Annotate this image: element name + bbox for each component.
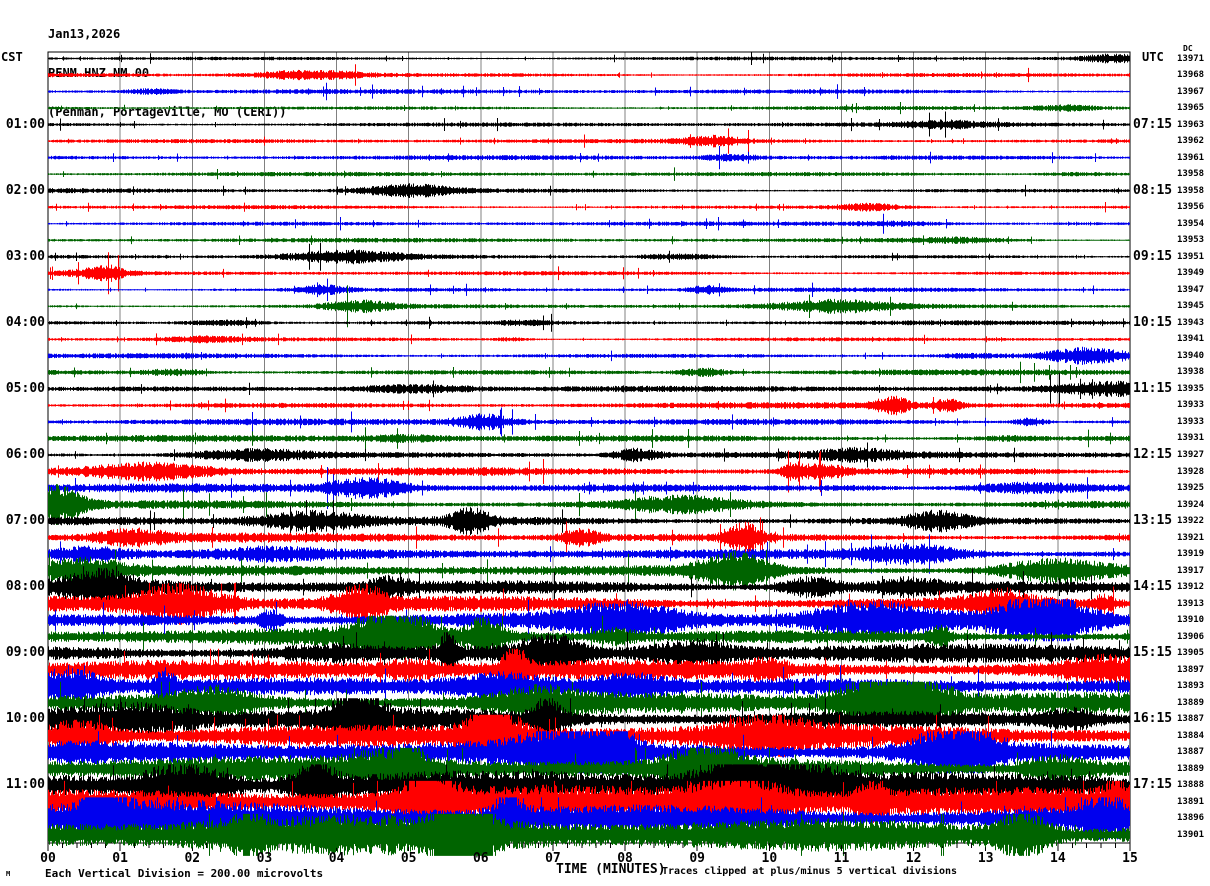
dc-value: 13905 bbox=[1177, 648, 1205, 659]
dc-value: 13949 bbox=[1177, 268, 1205, 279]
dc-value: 13884 bbox=[1177, 730, 1205, 741]
right-hour-label: 10:15 bbox=[1133, 314, 1173, 330]
dc-value: 13922 bbox=[1177, 516, 1205, 527]
right-hour-label: 07:15 bbox=[1133, 116, 1173, 132]
dc-column-label: DC bbox=[1183, 44, 1193, 53]
left-hour-label: 06:00 bbox=[5, 446, 45, 462]
dc-value: 13947 bbox=[1177, 284, 1205, 295]
left-hour-label: 08:00 bbox=[5, 579, 45, 595]
title-date: Jan13,2026 bbox=[48, 27, 121, 41]
x-tick-label: 10 bbox=[761, 851, 778, 866]
dc-value: 13958 bbox=[1177, 169, 1205, 180]
dc-value: 13941 bbox=[1177, 334, 1205, 345]
x-tick-label: 03 bbox=[256, 851, 273, 866]
dc-value: 13962 bbox=[1177, 136, 1205, 147]
right-hour-label: 14:15 bbox=[1133, 579, 1173, 595]
x-tick-label: 15 bbox=[1122, 851, 1138, 866]
x-tick-label: 09 bbox=[689, 851, 706, 866]
dc-value: 13901 bbox=[1177, 829, 1205, 840]
dc-value: 13925 bbox=[1177, 483, 1205, 494]
x-tick-label: 05 bbox=[400, 851, 417, 866]
dc-value: 13951 bbox=[1177, 251, 1205, 262]
dc-value: 13965 bbox=[1177, 103, 1205, 114]
dc-value: 13921 bbox=[1177, 532, 1205, 543]
left-hour-label: 04:00 bbox=[5, 314, 45, 330]
dc-value: 13971 bbox=[1177, 53, 1205, 64]
dc-value: 13933 bbox=[1177, 400, 1205, 411]
dc-value: 13958 bbox=[1177, 185, 1205, 196]
dc-value: 13940 bbox=[1177, 350, 1205, 361]
dc-value: 13896 bbox=[1177, 813, 1205, 824]
x-tick-label: 06 bbox=[472, 851, 489, 866]
clip-note: Traces clipped at plus/minus 5 vertical … bbox=[662, 866, 958, 877]
dc-value: 13887 bbox=[1177, 747, 1205, 758]
x-tick-label: 12 bbox=[905, 851, 922, 866]
dc-value: 13956 bbox=[1177, 202, 1205, 213]
x-tick-label: 08 bbox=[617, 851, 633, 866]
dc-value: 13889 bbox=[1177, 763, 1205, 774]
dc-value: 13961 bbox=[1177, 152, 1205, 163]
dc-value: 13927 bbox=[1177, 449, 1205, 460]
right-hour-label: 13:15 bbox=[1133, 513, 1173, 529]
dc-value: 13963 bbox=[1177, 119, 1205, 130]
dc-value: 13888 bbox=[1177, 780, 1205, 791]
dc-value: 13889 bbox=[1177, 697, 1205, 708]
x-tick-label: 13 bbox=[977, 851, 994, 866]
left-hour-label: 02:00 bbox=[5, 182, 45, 198]
x-tick-label: 00 bbox=[40, 851, 56, 866]
x-tick-label: 07 bbox=[545, 851, 561, 866]
x-axis-title: TIME (MINUTES) bbox=[556, 862, 666, 877]
left-timezone-label: CST bbox=[1, 50, 23, 64]
left-hour-label: 09:00 bbox=[5, 645, 45, 661]
watermark-glyph: M bbox=[6, 870, 11, 878]
left-hour-label: 01:00 bbox=[5, 116, 45, 132]
x-tick-label: 14 bbox=[1050, 851, 1066, 866]
dc-value: 13910 bbox=[1177, 615, 1205, 626]
dc-value: 13933 bbox=[1177, 416, 1205, 427]
right-hour-label: 08:15 bbox=[1133, 182, 1173, 198]
dc-value: 13935 bbox=[1177, 383, 1205, 394]
vertical-scale-note: Each Vertical Division = 200.00 microvol… bbox=[45, 867, 324, 880]
left-hour-label: 11:00 bbox=[5, 777, 45, 793]
dc-value: 13931 bbox=[1177, 433, 1205, 444]
dc-value: 13891 bbox=[1177, 796, 1205, 807]
right-hour-label: 11:15 bbox=[1133, 380, 1173, 396]
right-hour-label: 15:15 bbox=[1133, 645, 1173, 661]
dc-value: 13887 bbox=[1177, 714, 1205, 725]
right-hour-label: 12:15 bbox=[1133, 446, 1173, 462]
left-hour-label: 05:00 bbox=[5, 380, 45, 396]
dc-value: 13913 bbox=[1177, 598, 1205, 609]
dc-value: 13917 bbox=[1177, 565, 1205, 576]
dc-value: 13953 bbox=[1177, 235, 1205, 246]
dc-value: 13954 bbox=[1177, 218, 1205, 229]
dc-value: 13967 bbox=[1177, 86, 1205, 97]
left-hour-label: 03:00 bbox=[5, 248, 45, 264]
dc-value: 13924 bbox=[1177, 499, 1205, 510]
right-hour-label: 09:15 bbox=[1133, 248, 1173, 264]
left-hour-label: 07:00 bbox=[5, 513, 45, 529]
dc-value: 13938 bbox=[1177, 367, 1205, 378]
dc-value: 13919 bbox=[1177, 549, 1205, 560]
dc-value: 13893 bbox=[1177, 681, 1205, 692]
right-hour-label: 16:15 bbox=[1133, 711, 1173, 727]
x-tick-label: 11 bbox=[833, 851, 850, 866]
right-timezone-label: UTC bbox=[1142, 50, 1164, 64]
left-hour-label: 10:00 bbox=[5, 711, 45, 727]
dc-value: 13943 bbox=[1177, 317, 1205, 328]
dc-value: 13906 bbox=[1177, 631, 1205, 642]
dc-value: 13897 bbox=[1177, 664, 1205, 675]
right-hour-label: 17:15 bbox=[1133, 777, 1173, 793]
x-tick-label: 04 bbox=[328, 851, 345, 866]
x-tick-label: 02 bbox=[184, 851, 201, 866]
dc-value: 13928 bbox=[1177, 466, 1205, 477]
dc-value: 13912 bbox=[1177, 582, 1205, 593]
dc-value: 13945 bbox=[1177, 301, 1205, 312]
dc-value: 13968 bbox=[1177, 70, 1205, 81]
x-tick-label: 01 bbox=[112, 851, 128, 866]
